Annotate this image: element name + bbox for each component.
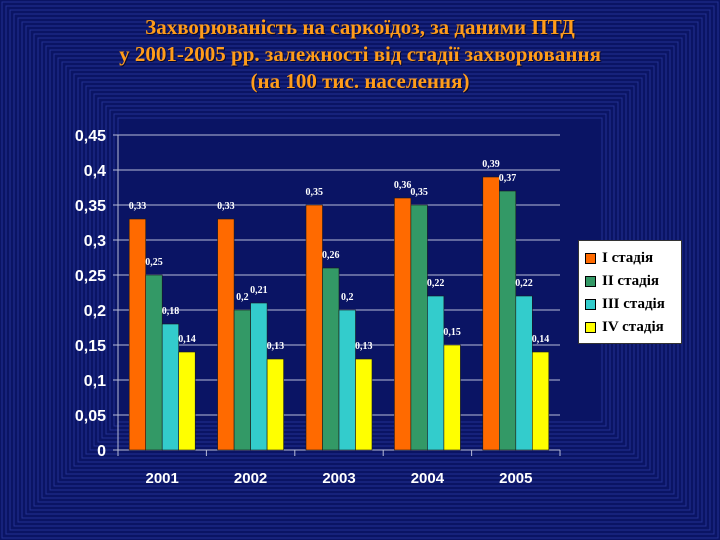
y-tick-label: 0,35	[75, 198, 106, 215]
x-tick-label: 2002	[234, 470, 267, 487]
data-label: 0,2	[341, 292, 354, 303]
frame-line	[25, 25, 695, 515]
bar	[161, 323, 179, 451]
data-label: 0,37	[499, 173, 517, 184]
bar	[233, 309, 251, 451]
bar	[355, 358, 373, 451]
bar	[145, 274, 163, 451]
legend-label: IV стадія	[602, 319, 664, 335]
frame-line	[13, 13, 707, 527]
title-line-2: у 2001-2005 рр. залежності від стадії за…	[119, 42, 601, 66]
y-tick-label: 0,15	[75, 338, 106, 355]
legend-item: I стадія	[585, 247, 681, 270]
data-label: 0,22	[427, 278, 445, 289]
bar	[394, 197, 412, 451]
data-label: 0,36	[394, 180, 412, 191]
data-labels: 0,330,250,180,140,330,20,210,130,350,260…	[129, 159, 550, 352]
y-tick-label: 0,3	[84, 233, 106, 250]
legend: I стадія II стадія III стадія IV стадія	[578, 240, 682, 344]
legend-item: IV стадія	[585, 316, 681, 339]
frame-line	[9, 9, 711, 531]
data-label: 0,35	[410, 187, 428, 198]
legend-label: III стадія	[602, 296, 665, 312]
data-label: 0,22	[515, 278, 533, 289]
legend-label: I стадія	[602, 250, 654, 266]
y-tick-label: 0,25	[75, 268, 106, 285]
frame-line	[37, 37, 683, 503]
y-tick-label: 0,05	[75, 408, 106, 425]
bar	[128, 218, 146, 451]
x-axis-ticks: 2001 2002 2003 2004 2005	[146, 470, 533, 487]
y-tick-label: 0,4	[84, 163, 106, 180]
legend-item: II стадія	[585, 270, 681, 293]
data-label: 0,18	[162, 306, 180, 317]
chart-title: Захворюваність на саркоїдоз, за даними П…	[0, 14, 720, 95]
bar	[443, 344, 461, 451]
y-tick-label: 0,2	[84, 303, 106, 320]
legend-swatch	[585, 276, 596, 287]
bar	[305, 204, 323, 451]
bar	[498, 190, 517, 451]
data-label: 0,26	[322, 250, 340, 261]
data-label: 0,13	[355, 341, 373, 352]
bar	[410, 204, 428, 451]
y-tick-label: 0,1	[84, 373, 106, 390]
legend-swatch	[585, 322, 596, 333]
legend-label: II стадія	[602, 273, 660, 289]
bar	[266, 358, 284, 451]
legend-item: III стадія	[585, 293, 681, 316]
y-tick-label: 0,45	[75, 128, 106, 145]
data-label: 0,33	[217, 201, 235, 212]
bars	[128, 176, 550, 451]
data-label: 0,33	[129, 201, 147, 212]
frame-line	[5, 5, 715, 535]
bar	[515, 295, 533, 451]
frame-line	[29, 29, 691, 511]
x-tick-label: 2005	[499, 470, 532, 487]
data-label: 0,25	[145, 257, 163, 268]
data-label: 0,21	[250, 285, 268, 296]
legend-swatch	[585, 253, 596, 264]
frame-line	[21, 21, 699, 519]
bar	[338, 309, 356, 451]
title-line-3: (на 100 тис. населення)	[250, 69, 470, 93]
data-label: 0,15	[443, 327, 461, 338]
bar	[322, 267, 340, 451]
data-label: 0,35	[306, 187, 324, 198]
bar	[427, 295, 445, 451]
legend-swatch	[585, 299, 596, 310]
x-tick-label: 2003	[322, 470, 355, 487]
data-label: 0,39	[482, 159, 500, 170]
frame-line	[33, 33, 687, 507]
frame-line	[17, 17, 703, 523]
bar	[482, 176, 500, 451]
bar	[531, 351, 550, 451]
bar	[217, 218, 235, 451]
x-tick-label: 2001	[146, 470, 179, 487]
y-tick-label: 0	[97, 443, 106, 460]
bar	[178, 351, 196, 451]
x-tick-label: 2004	[411, 470, 445, 487]
data-label: 0,2	[236, 292, 249, 303]
title-line-1: Захворюваність на саркоїдоз, за даними П…	[145, 15, 575, 39]
data-label: 0,13	[267, 341, 285, 352]
data-label: 0,14	[532, 334, 550, 345]
data-label: 0,14	[178, 334, 196, 345]
bar	[250, 302, 268, 451]
y-axis-ticks: 0 0,05 0,1 0,15 0,2 0,25 0,3 0,35 0,4 0,45	[75, 128, 106, 460]
